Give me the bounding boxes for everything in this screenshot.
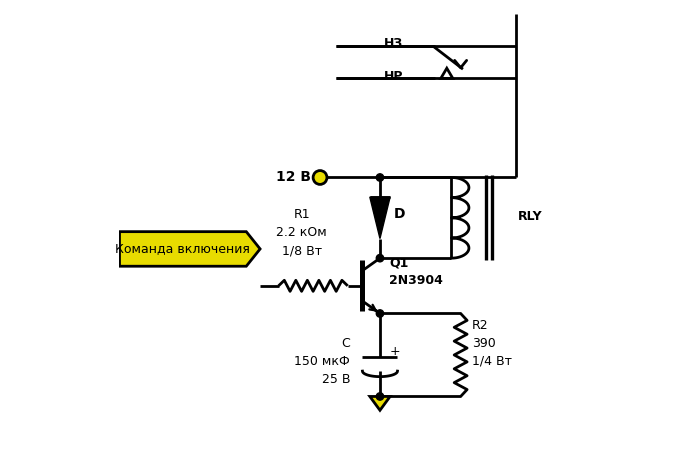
Polygon shape — [441, 68, 453, 78]
Text: RLY: RLY — [518, 210, 543, 223]
Text: D: D — [394, 207, 405, 221]
Circle shape — [377, 310, 384, 317]
Polygon shape — [370, 396, 390, 410]
Text: R2
390
1/4 Вт: R2 390 1/4 Вт — [473, 319, 512, 368]
Text: Команда включения: Команда включения — [116, 242, 251, 255]
Circle shape — [377, 174, 384, 181]
Polygon shape — [120, 231, 260, 266]
Circle shape — [377, 254, 384, 262]
Polygon shape — [370, 197, 390, 239]
Text: R1
2.2 кОм
1/8 Вт: R1 2.2 кОм 1/8 Вт — [276, 208, 327, 257]
Text: C
150 мкФ
25 В: C 150 мкФ 25 В — [294, 337, 350, 386]
Text: +: + — [389, 345, 400, 358]
Text: 12 В: 12 В — [276, 171, 311, 184]
Text: НЗ: НЗ — [384, 37, 403, 50]
Text: Q1
2N3904: Q1 2N3904 — [389, 257, 443, 287]
Circle shape — [377, 393, 384, 400]
Circle shape — [313, 171, 327, 184]
Text: НР: НР — [384, 70, 403, 83]
